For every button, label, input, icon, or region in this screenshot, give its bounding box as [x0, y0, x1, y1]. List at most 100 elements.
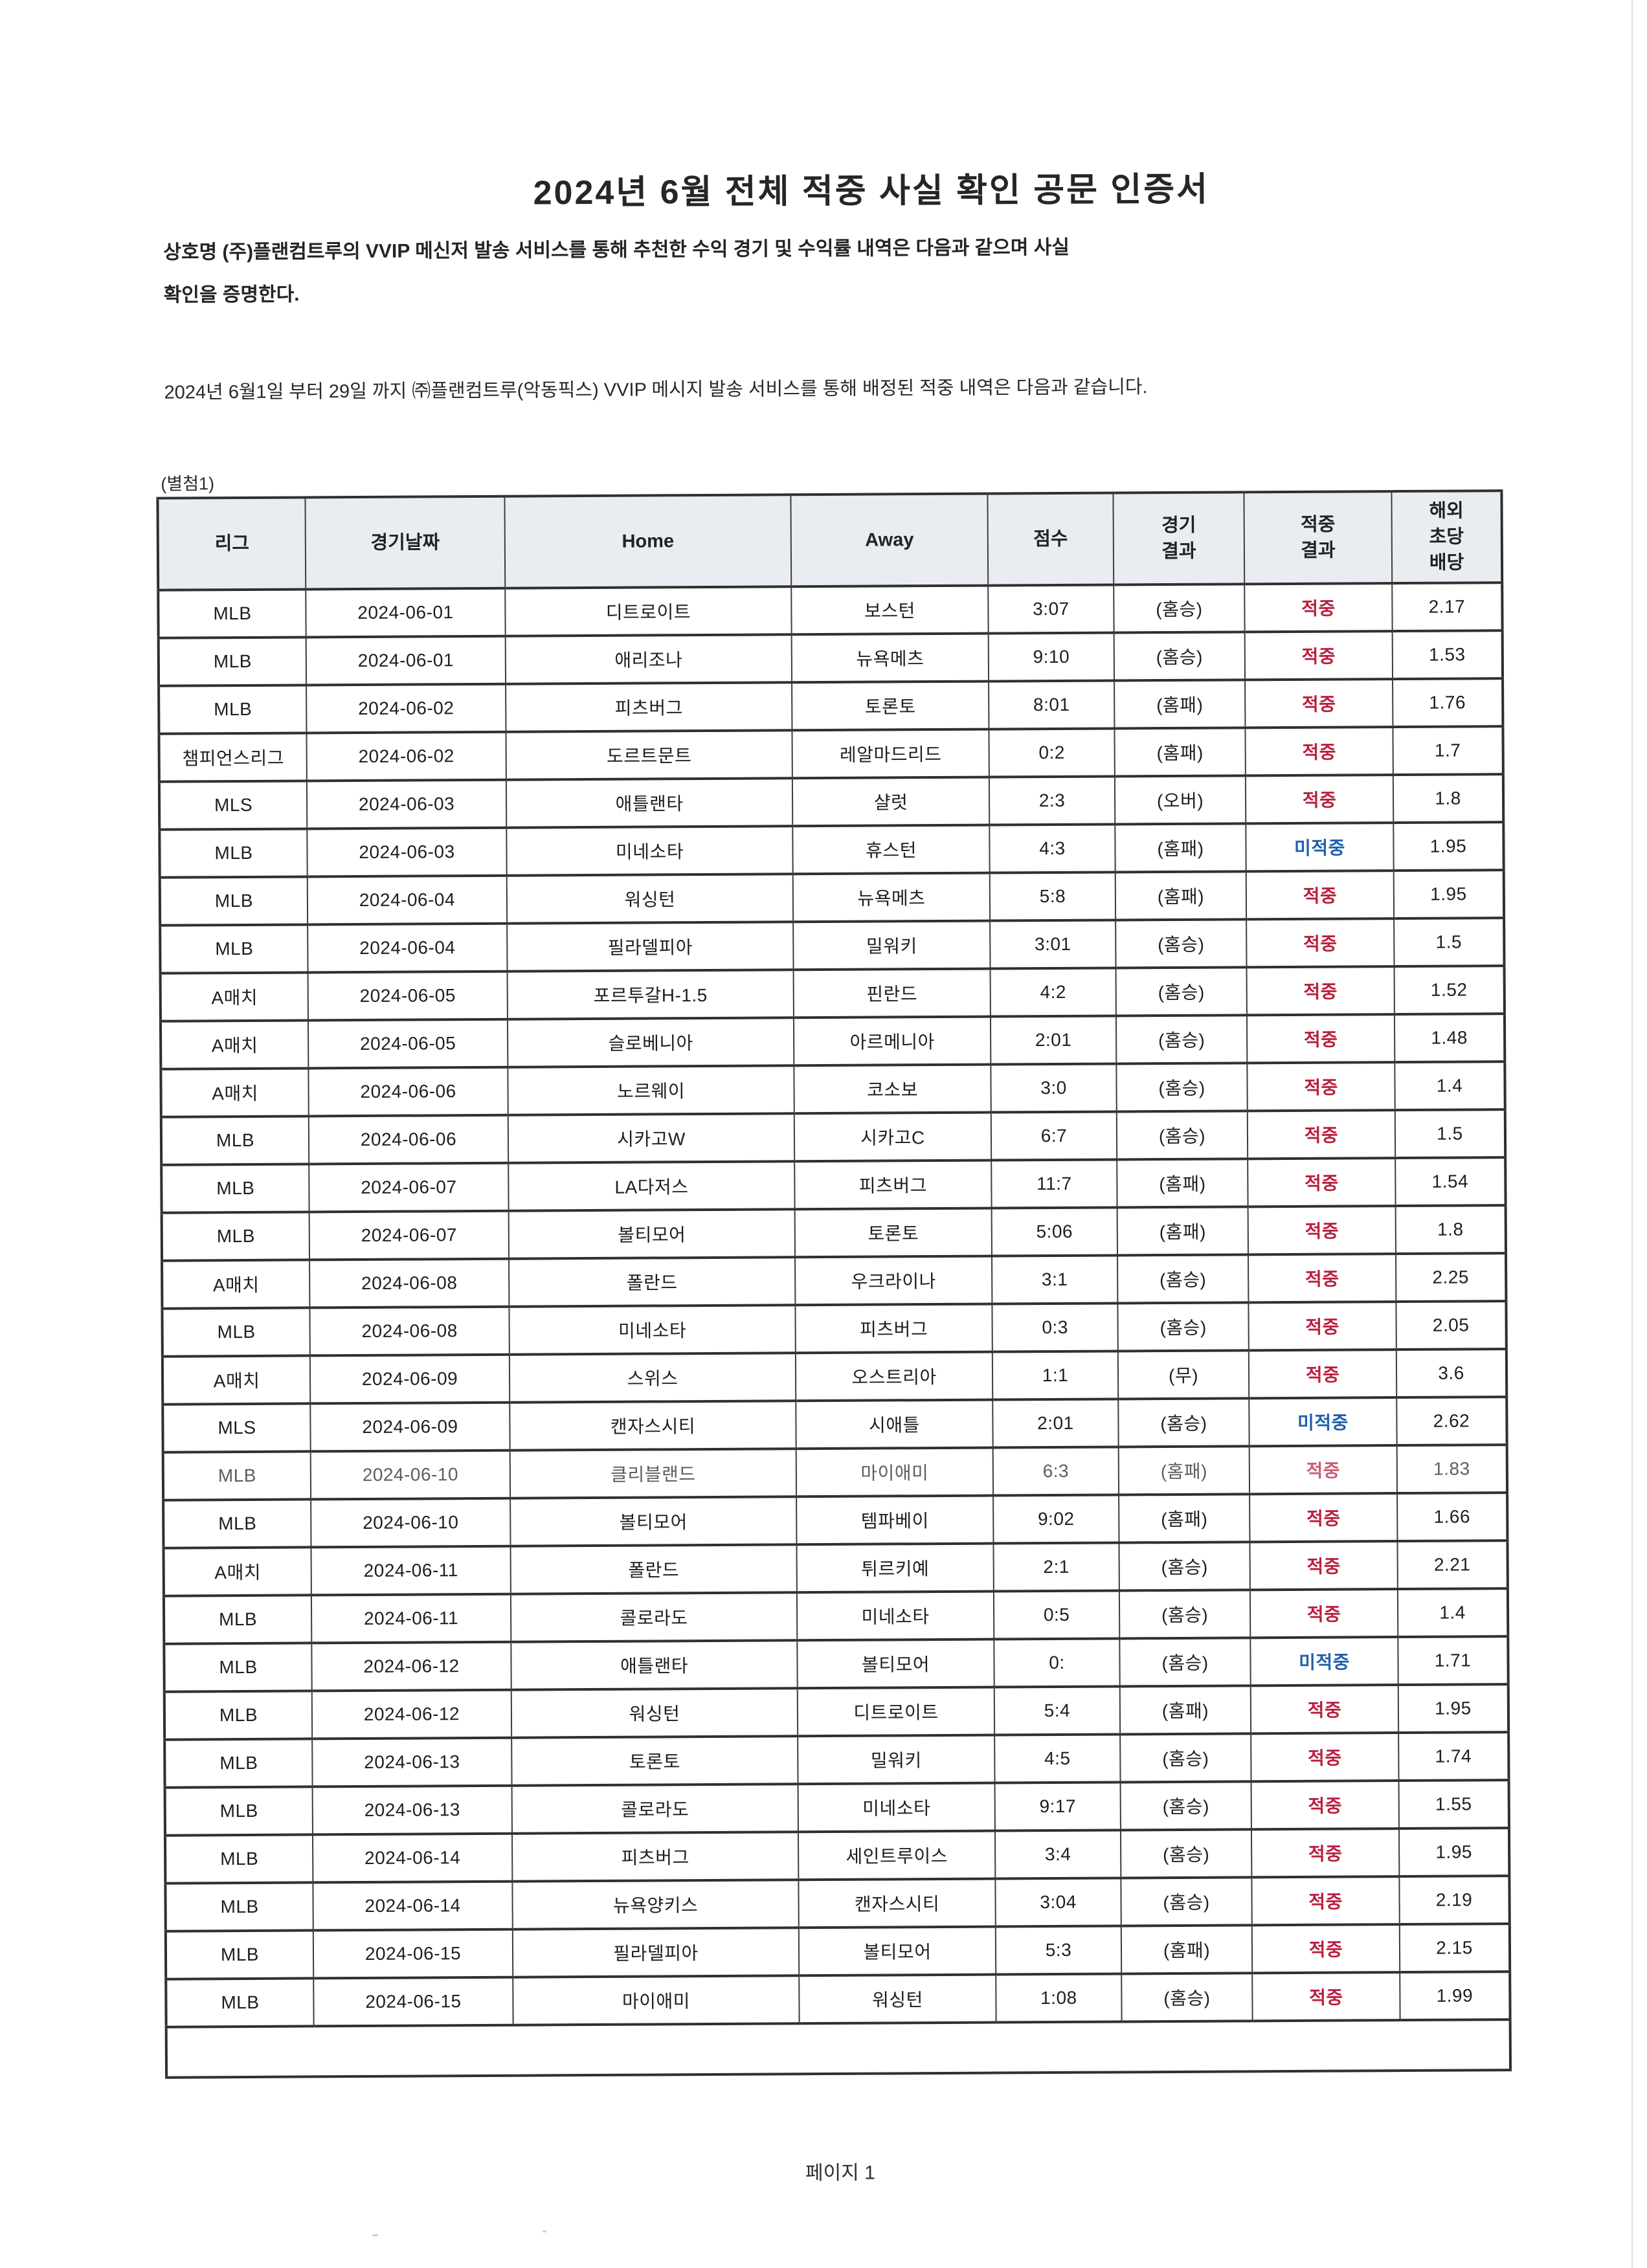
cell-hit_result: 적중 [1252, 1972, 1400, 2021]
cell-home: 피츠버그 [506, 682, 792, 732]
table-row: MLB 2024-06-12 애틀랜타 볼티모어 0: (홈승) 미적중 1.71 [164, 1636, 1508, 1692]
cell-date: 2024-06-14 [313, 1881, 513, 1931]
cell-date: 2024-06-08 [309, 1258, 510, 1308]
cell-score: 2:1 [993, 1542, 1119, 1592]
cell-score: 3:01 [990, 920, 1116, 969]
intro-line-2: 확인을 증명한다. [163, 284, 300, 306]
cell-home: 시카고W [508, 1113, 795, 1163]
cell-date: 2024-06-10 [311, 1498, 511, 1548]
cell-date: 2024-06-04 [308, 923, 508, 973]
cell-score: 9:02 [993, 1495, 1119, 1544]
cell-hit_result: 적중 [1249, 1445, 1398, 1495]
period-paragraph: 2024년 6월1일 부터 29일 까지 ㈜플랜컴트루(악동픽스) VVIP 메… [164, 377, 1148, 403]
cell-hit_result: 적중 [1251, 1733, 1399, 1782]
cell-away: 샬럿 [792, 777, 990, 827]
cell-hit_result: 미적중 [1246, 823, 1394, 872]
cell-odds: 1.55 [1398, 1780, 1509, 1829]
cell-hit_result: 적중 [1246, 966, 1395, 1016]
cell-date: 2024-06-11 [311, 1594, 511, 1643]
cell-odds: 1.52 [1394, 966, 1505, 1015]
cell-game_result: (홈패) [1117, 1159, 1248, 1208]
cell-hit_result: 적중 [1250, 1685, 1399, 1734]
cell-score: 3:0 [991, 1063, 1117, 1113]
cell-league: MLS [159, 781, 308, 830]
cell-home: 미네소타 [509, 1305, 796, 1355]
cell-score: 0:5 [993, 1590, 1120, 1640]
cell-date: 2024-06-15 [313, 1929, 513, 1979]
scan-speck-artifact [543, 2230, 546, 2232]
cell-score: 6:7 [991, 1111, 1117, 1161]
cell-league: MLB [159, 828, 308, 878]
cell-hit_result: 적중 [1251, 1829, 1400, 1878]
cell-game_result: (홈패) [1119, 1685, 1251, 1735]
cell-home: 노르웨이 [508, 1065, 794, 1115]
cell-game_result: (홈패) [1114, 680, 1246, 729]
cell-away: 미네소타 [796, 1591, 994, 1641]
cell-home: 도르트문트 [506, 730, 792, 780]
cell-odds: 1.5 [1395, 1109, 1506, 1159]
table-row: A매치 2024-06-09 스위스 오스트리아 1:1 (무) 적중 3.6 [162, 1349, 1507, 1405]
cell-league: A매치 [160, 972, 308, 1021]
cell-home: 피츠버그 [511, 1832, 799, 1882]
table-row: MLB 2024-06-04 워싱턴 뉴욕메츠 5:8 (홈패) 적중 1.95 [159, 870, 1505, 926]
cell-score: 5:4 [994, 1686, 1121, 1735]
cell-game_result: (홈승) [1119, 1638, 1251, 1687]
cell-hit_result: 적중 [1248, 1302, 1396, 1351]
cell-home: 볼티모어 [508, 1209, 796, 1259]
cell-date: 2024-06-04 [307, 875, 508, 925]
table-row: MLB 2024-06-12 워싱턴 디트로이트 5:4 (홈패) 적중 1.95 [164, 1684, 1509, 1740]
cell-date: 2024-06-09 [309, 1354, 510, 1404]
cell-odds: 1.54 [1395, 1157, 1506, 1206]
cell-league: A매치 [161, 1068, 309, 1117]
cell-game_result: (홈승) [1116, 1111, 1248, 1160]
cell-score: 5:8 [989, 872, 1116, 921]
cell-odds: 2.05 [1396, 1301, 1507, 1350]
cell-odds: 1.53 [1392, 630, 1503, 680]
cell-hit_result: 적중 [1248, 1206, 1396, 1255]
cell-score: 4:5 [994, 1734, 1121, 1783]
cell-game_result: (홈승) [1114, 632, 1246, 681]
table-row: MLB 2024-06-13 콜로라도 미네소타 9:17 (홈승) 적중 1.55 [164, 1780, 1509, 1836]
cell-odds: 1.95 [1393, 870, 1505, 919]
cell-away: 뉴욕메츠 [792, 873, 991, 922]
cell-away: 오스트리아 [795, 1351, 993, 1401]
cell-home: 스위스 [509, 1353, 796, 1403]
cell-odds: 1.8 [1395, 1205, 1507, 1254]
cell-hit_result: 적중 [1251, 1924, 1400, 1973]
records-table-body: MLB 2024-06-01 디트로이트 보스턴 3:07 (홈승) 적중 2.17 MLB 20… [158, 583, 1510, 2027]
cell-away: 보스턴 [791, 585, 989, 635]
cell-score: 11:7 [991, 1159, 1117, 1208]
cell-date: 2024-06-05 [308, 971, 508, 1021]
cell-odds: 1.5 [1394, 918, 1505, 967]
cell-odds: 1.71 [1398, 1636, 1508, 1685]
cell-league: MLB [158, 589, 306, 638]
cell-odds: 2.17 [1392, 583, 1503, 632]
cell-score: 2:01 [992, 1399, 1119, 1448]
cell-odds: 2.62 [1396, 1397, 1507, 1446]
cell-hit_result: 적중 [1247, 1110, 1396, 1159]
cell-away: 뉴욕메츠 [791, 633, 989, 683]
table-row: A매치 2024-06-11 폴란드 튀르키예 2:1 (홈승) 적중 2.21 [163, 1540, 1508, 1596]
col-header-odds: 해외 초당 배당 [1391, 491, 1503, 584]
cell-league: 챔피언스리그 [159, 733, 307, 782]
cell-away: 시카고C [794, 1112, 992, 1162]
cell-date: 2024-06-13 [312, 1737, 512, 1787]
cell-score: 6:3 [992, 1447, 1119, 1496]
cell-odds: 1.66 [1397, 1493, 1508, 1542]
cell-league: MLB [162, 1307, 310, 1357]
cell-away: 캔자스시티 [798, 1878, 996, 1928]
cell-date: 2024-06-12 [311, 1641, 511, 1691]
cell-odds: 1.8 [1393, 774, 1504, 823]
cell-hit_result: 미적중 [1249, 1397, 1397, 1447]
cell-home: 애리조나 [505, 634, 792, 684]
cell-score: 3:07 [988, 584, 1114, 634]
cell-league: A매치 [163, 1547, 311, 1596]
cell-home: LA다저스 [508, 1161, 795, 1211]
cell-hit_result: 적중 [1249, 1541, 1398, 1590]
cell-game_result: (홈패) [1118, 1446, 1250, 1495]
cell-home: 콜로라도 [511, 1784, 798, 1834]
cell-game_result: (홈승) [1115, 1015, 1248, 1064]
attachment-label: (별첨1) [161, 474, 215, 494]
cell-league: MLB [158, 637, 307, 686]
table-row: MLB 2024-06-14 피츠버그 세인트루이스 3:4 (홈승) 적중 1.95 [164, 1828, 1510, 1884]
